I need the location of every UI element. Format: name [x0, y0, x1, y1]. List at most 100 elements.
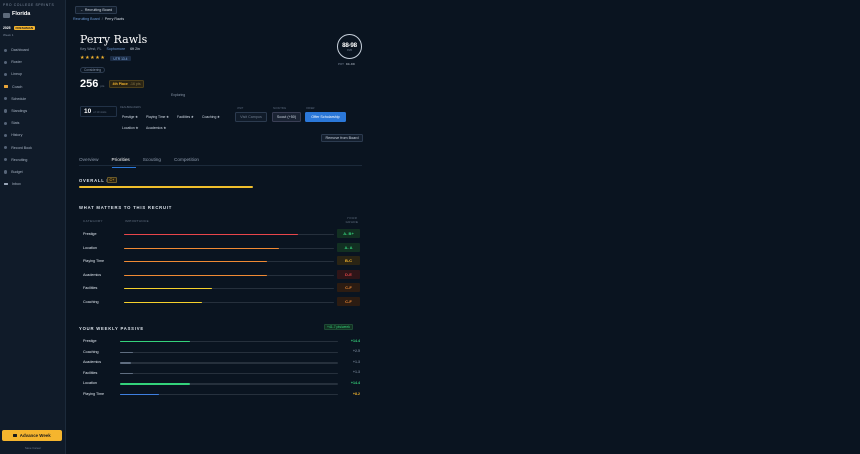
visit-label: VISIT	[237, 107, 244, 110]
table-row: Playing Time B-C	[80, 256, 362, 270]
grade-badge: A- B+	[337, 229, 360, 238]
table-row: Location A- A	[80, 242, 362, 257]
passive-row: Coaching +2.5	[80, 348, 362, 359]
roster-icon	[4, 60, 8, 64]
column-category: CATEGORY	[83, 219, 103, 223]
lineup-icon	[4, 72, 8, 77]
sidebar-item-history[interactable]: History	[0, 129, 66, 141]
passive-label: Location	[83, 381, 97, 386]
sidebar-item-coach[interactable]: Coach	[0, 81, 66, 93]
offer-scholarship-button[interactable]: Offer Scholarship	[305, 112, 346, 122]
book-icon	[4, 146, 8, 150]
passive-bar	[120, 341, 190, 343]
tab-overview[interactable]: Overview	[79, 157, 99, 162]
place-label: 4th Place	[112, 82, 128, 86]
breadcrumb-separator: /	[101, 17, 103, 21]
save-career-link[interactable]: Save Career	[24, 446, 42, 450]
star-rating: ★ ★ ★ ★ ★ UTR 13.4	[80, 56, 131, 61]
school-logo-icon	[3, 13, 10, 18]
detail-tabs: Overview Priorities Scouting Competition	[79, 155, 212, 168]
column-importance: IMPORTANCE	[125, 219, 150, 223]
star-icon: ★	[163, 126, 167, 130]
star-icon: ★	[135, 115, 139, 119]
category-label: Prestige	[83, 232, 97, 236]
sidebar-item-dashboard[interactable]: Dashboard	[0, 44, 66, 56]
tab-priorities[interactable]: Priorities	[111, 155, 136, 168]
passive-label: Coaching	[83, 349, 99, 354]
tag-label: Facilities	[177, 115, 191, 119]
sidebar-item-stats[interactable]: Stats	[0, 117, 66, 129]
visits-counter: 10 of 10 visits	[80, 106, 117, 117]
importance-track	[124, 288, 334, 290]
visit-campus-button[interactable]: Visit Campus	[235, 112, 267, 122]
tag-prestige[interactable]: Prestige ★	[122, 115, 138, 119]
sidebar-item-label: Recruiting	[11, 157, 28, 162]
grade-badge: C-F	[337, 283, 360, 292]
main-content: ← Recruiting Board Recruiting Board / Pe…	[66, 0, 860, 454]
sidebar-item-label: Inbox	[12, 182, 21, 187]
sidebar-item-standings[interactable]: Standings	[0, 105, 66, 117]
passive-bar	[120, 383, 190, 385]
place-badge: 4th Place -16 pts	[109, 80, 145, 88]
star-icon: ★	[100, 55, 105, 61]
sidebar-item-label: Stats	[11, 121, 20, 126]
recruit-name: Perry Rawls	[80, 33, 148, 46]
tag-label: Coaching	[202, 115, 217, 119]
advance-week-button[interactable]: Advance Week	[2, 430, 62, 441]
importance-bar	[124, 288, 213, 290]
breadcrumb: Recruiting Board / Perry Rawls	[73, 17, 124, 21]
sidebar-item-schedule[interactable]: Schedule	[0, 93, 66, 105]
passive-track	[120, 362, 338, 364]
season-year: 2025	[3, 26, 11, 30]
school-name: Florida	[12, 11, 31, 17]
sidebar-item-roster[interactable]: Roster	[0, 56, 66, 68]
passive-value: +1.3	[352, 370, 360, 375]
sidebar-item-label: Budget	[11, 169, 23, 174]
sidebar-item-record-book[interactable]: Record Book	[0, 142, 66, 154]
tag-location[interactable]: Location ★	[122, 126, 138, 130]
place-gap: -16 pts	[129, 82, 141, 86]
overall-fit-bar	[79, 186, 253, 188]
sidebar-item-recruiting[interactable]: Recruiting	[0, 154, 66, 166]
breadcrumb-board-link[interactable]: Recruiting Board	[73, 17, 100, 21]
passive-row: Playing Time +8.2	[80, 390, 362, 401]
passive-value: +14.4	[350, 380, 360, 385]
tab-scouting[interactable]: Scouting	[142, 157, 162, 162]
tag-academics[interactable]: Academics ★	[146, 126, 166, 130]
rating-label: OVR	[346, 48, 353, 52]
overall-fit-grade: C+	[107, 177, 117, 183]
season-info: 2025 FRESHMAN	[3, 26, 36, 30]
tag-facilities[interactable]: Facilities ★	[177, 115, 194, 119]
grid-icon	[4, 48, 8, 52]
star-icon: ★	[216, 115, 220, 119]
passive-row: Prestige +14.4	[80, 337, 362, 348]
budget-icon	[4, 170, 8, 174]
tag-coaching[interactable]: Coaching ★	[202, 115, 220, 119]
tag-playing-time[interactable]: Playing Time ★	[146, 115, 169, 119]
rating-value: 88-98	[342, 41, 357, 49]
passive-row: Facilities +1.3	[80, 369, 362, 380]
sidebar-item-lineup[interactable]: Lineup	[0, 68, 66, 80]
importance-track	[124, 261, 334, 263]
tab-competition[interactable]: Competition	[174, 157, 200, 162]
calendar-icon	[4, 97, 8, 101]
passive-total: +41.7 pts/week	[324, 324, 353, 330]
scout-button[interactable]: Scout (+50)	[272, 112, 301, 122]
coach-icon	[4, 85, 8, 89]
remove-from-board-button[interactable]: Remove from Board	[321, 134, 363, 142]
passive-value: +2.5	[352, 349, 360, 354]
category-label: Coaching	[83, 299, 99, 304]
sidebar-item-budget[interactable]: Budget	[0, 166, 66, 178]
passive-bar	[120, 394, 160, 396]
sidebar-item-inbox[interactable]: Inbox	[0, 178, 66, 190]
interest-unit: pts	[100, 84, 105, 88]
passive-value: +8.2	[352, 391, 360, 396]
importance-track	[124, 301, 334, 303]
back-to-board-button[interactable]: ← Recruiting Board	[75, 6, 118, 14]
tag-label: Location	[122, 126, 135, 130]
passive-bar	[120, 351, 134, 353]
importance-track	[124, 247, 334, 249]
passive-bar	[120, 372, 134, 375]
star-icon: ★	[90, 55, 95, 61]
dealbreakers-label: DEALBREAKERS	[120, 106, 141, 109]
